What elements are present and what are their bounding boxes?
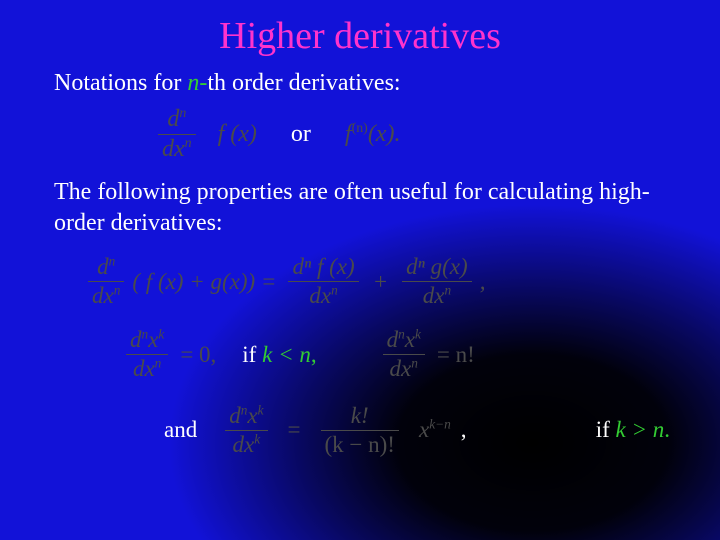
if: if <box>596 417 616 442</box>
sup: n <box>398 327 405 342</box>
comma: , <box>311 342 317 367</box>
d: d <box>387 327 399 352</box>
d: d <box>229 403 241 428</box>
sup: k <box>415 327 421 342</box>
pow-l-frac: dnxk dxn <box>126 328 168 381</box>
general-power-row: and dnxk dxk = k! (k − n)! xk−n , if k >… <box>54 404 680 457</box>
sum-r1-frac: dⁿ f (x) dxn <box>288 255 358 308</box>
sup: k <box>258 402 264 417</box>
notation-func: f (x) <box>218 119 257 150</box>
eq: = <box>288 415 301 445</box>
plus: + <box>373 267 389 297</box>
cond: k < n <box>262 342 311 367</box>
sup: n <box>109 253 116 268</box>
cond: k > n <box>616 417 665 442</box>
if-k-gt-n: if k > n. <box>596 415 680 445</box>
sup: n <box>114 282 121 297</box>
num: k! <box>347 404 373 428</box>
sum-r2-frac: dⁿ g(x) dxn <box>402 255 472 308</box>
sup-paren-n: (n) <box>352 121 368 136</box>
x: x <box>247 403 257 428</box>
properties-line: The following properties are often usefu… <box>54 177 680 239</box>
f: f <box>345 121 352 147</box>
gen-r-frac: k! (k − n)! <box>321 404 399 457</box>
sup: n <box>155 356 162 371</box>
sup: k <box>158 327 164 342</box>
d: d <box>167 106 179 132</box>
sup: k−n <box>429 417 451 432</box>
sup: n <box>411 356 418 371</box>
slide-body: Notations for n-th order derivatives: dn… <box>54 68 680 457</box>
sup: n <box>444 282 451 297</box>
notation-lhs-frac: dn dxn <box>158 107 196 162</box>
dx: dx <box>309 283 331 308</box>
and-label: and <box>164 415 197 445</box>
power-rule-row: dnxk dxn = 0, if k < n, dnxk dxn = n! <box>54 328 680 381</box>
dx: dx <box>233 432 255 457</box>
comma: , <box>461 415 467 445</box>
d: d <box>97 254 109 279</box>
x: x <box>148 327 158 352</box>
sup: n <box>331 282 338 297</box>
sup-n: n <box>185 136 192 151</box>
sum-lhs-frac: dn dxn <box>88 255 124 308</box>
dx: dx <box>133 356 155 381</box>
notation-row: dn dxn f (x) or f(n)(x). <box>54 107 680 162</box>
gen-l-frac: dnxk dxk <box>225 404 267 457</box>
sup-n: n <box>179 106 186 121</box>
sum-lhs-arg: ( f (x) + g(x)) = <box>132 267 276 297</box>
sup: k <box>254 431 260 446</box>
notations-suffix: th order derivatives: <box>207 70 400 96</box>
eq-zero: = 0, <box>180 340 216 370</box>
slide: Higher derivatives Notations for n-th or… <box>0 0 720 540</box>
pow-r-frac: dnxk dxn <box>383 328 425 381</box>
dx: dx <box>423 283 445 308</box>
x-pow: xk−n <box>419 415 451 445</box>
slide-title: Higher derivatives <box>0 14 720 58</box>
dot: . <box>664 417 670 442</box>
x: (x). <box>368 121 401 147</box>
dx: dx <box>92 283 114 308</box>
x: x <box>419 417 429 442</box>
dx: dx <box>162 136 185 162</box>
if-k-lt-n: if k < n, <box>242 340 316 370</box>
notations-prefix: Notations for <box>54 70 187 96</box>
eq-nfact: = n! <box>437 340 475 370</box>
notations-line: Notations for n-th order derivatives: <box>54 68 680 99</box>
num: dⁿ g(x) <box>402 255 472 279</box>
notation-or: or <box>291 119 311 150</box>
den: (k − n)! <box>321 433 399 457</box>
n-accent: n- <box>187 70 207 96</box>
if: if <box>242 342 262 367</box>
dx: dx <box>390 356 412 381</box>
x: x <box>405 327 415 352</box>
num: dⁿ f (x) <box>288 255 358 279</box>
comma: , <box>480 267 486 297</box>
d: d <box>130 327 142 352</box>
sum-rule-row: dn dxn ( f (x) + g(x)) = dⁿ f (x) dxn + … <box>54 255 680 308</box>
notation-rhs: f(n)(x). <box>345 119 401 150</box>
